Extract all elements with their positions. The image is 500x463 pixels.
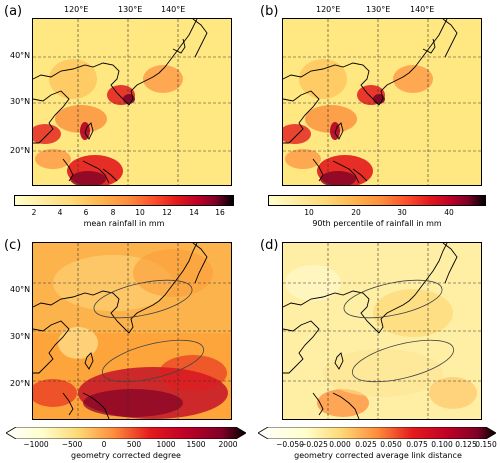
top-tick: 120°E: [64, 5, 89, 14]
colorbar-tick: −1000: [23, 440, 49, 449]
colorbar-tick: 14: [189, 208, 199, 217]
colorbar-tick: 4: [57, 208, 63, 217]
colorbar-tick: 10: [304, 208, 314, 217]
left-tick: 30°N: [10, 332, 31, 341]
colorbar-tick: 10: [135, 208, 145, 217]
colorbar-label: geometry corrected degree: [71, 451, 181, 460]
panel-a: (a) 120°E 130°E 140°E 40°N 30°N 20°N: [0, 0, 250, 232]
coastline: [33, 243, 208, 419]
colorbar-mean-rainfall: [14, 195, 234, 206]
northern-ellipse: [343, 279, 443, 319]
top-tick: 140°E: [410, 5, 435, 14]
colorbar-tick: 1000: [156, 440, 176, 449]
colorbar-tick: −500: [61, 440, 83, 449]
colorbar-label: geometry corrected average link distance: [294, 451, 462, 460]
colorbar-tick: −0.025: [300, 440, 328, 449]
colorbar-tick: 0.000: [329, 440, 351, 449]
coastline: [283, 19, 458, 184]
panel-label: (b): [260, 4, 279, 19]
left-tick: 20°N: [10, 146, 31, 155]
colorbar-tick: −0.050: [276, 440, 304, 449]
rainfall-map: [32, 18, 232, 186]
left-tick: 30°N: [10, 97, 31, 106]
colorbar-tick: 20: [351, 208, 361, 217]
panel-label: (a): [4, 4, 23, 19]
southern-ellipse: [101, 339, 205, 383]
colorbar-90th-percentile: [268, 195, 486, 206]
colorbar-tick: 16: [215, 208, 225, 217]
colorbar-degree: [6, 427, 246, 439]
colorbar-tick: 6: [83, 208, 89, 217]
panel-label: (d): [260, 238, 279, 253]
colorbar-label: 90th percentile of rainfall in mm: [312, 219, 442, 228]
colorbar-tick: 0.075: [406, 440, 428, 449]
panel-d: (d): [250, 232, 500, 463]
rainfall-percentile-map: [282, 18, 482, 186]
southern-ellipse: [351, 339, 455, 383]
coastline: [283, 243, 458, 419]
top-tick: 120°E: [316, 5, 341, 14]
colorbar-tick: 0.025: [355, 440, 377, 449]
colorbar-tick: 1500: [186, 440, 206, 449]
colorbar-tick: 2: [31, 208, 37, 217]
panel-c: (c) 40°N 30°N 20°N: [0, 232, 250, 463]
colorbar-tick: 8: [110, 208, 116, 217]
colorbar-tick: 2000: [218, 440, 238, 449]
top-tick: 130°E: [118, 5, 143, 14]
panel-label: (c): [4, 238, 22, 253]
coastline: [33, 19, 208, 184]
colorbar-label: mean rainfall in mm: [83, 219, 165, 228]
colorbar-tick: 500: [126, 440, 142, 449]
colorbar-tick: 0: [101, 440, 107, 449]
colorbar-tick: 0.150: [475, 440, 497, 449]
top-tick: 140°E: [161, 5, 186, 14]
link-distance-map: [282, 242, 482, 420]
colorbar-tick: 40: [444, 208, 454, 217]
colorbar-tick: 0.125: [455, 440, 477, 449]
left-tick: 40°N: [10, 51, 31, 60]
northern-ellipse: [93, 279, 193, 319]
colorbar-link-distance: [258, 427, 496, 439]
degree-map: [32, 242, 232, 420]
colorbar-tick: 0.100: [431, 440, 453, 449]
left-tick: 20°N: [10, 379, 31, 388]
colorbar-tick: 0.050: [380, 440, 402, 449]
left-tick: 40°N: [10, 285, 31, 294]
top-tick: 130°E: [366, 5, 391, 14]
colorbar-tick: 30: [397, 208, 407, 217]
panel-b: (b) 120°E 130°E 140°E: [250, 0, 500, 232]
colorbar-tick: 12: [162, 208, 172, 217]
